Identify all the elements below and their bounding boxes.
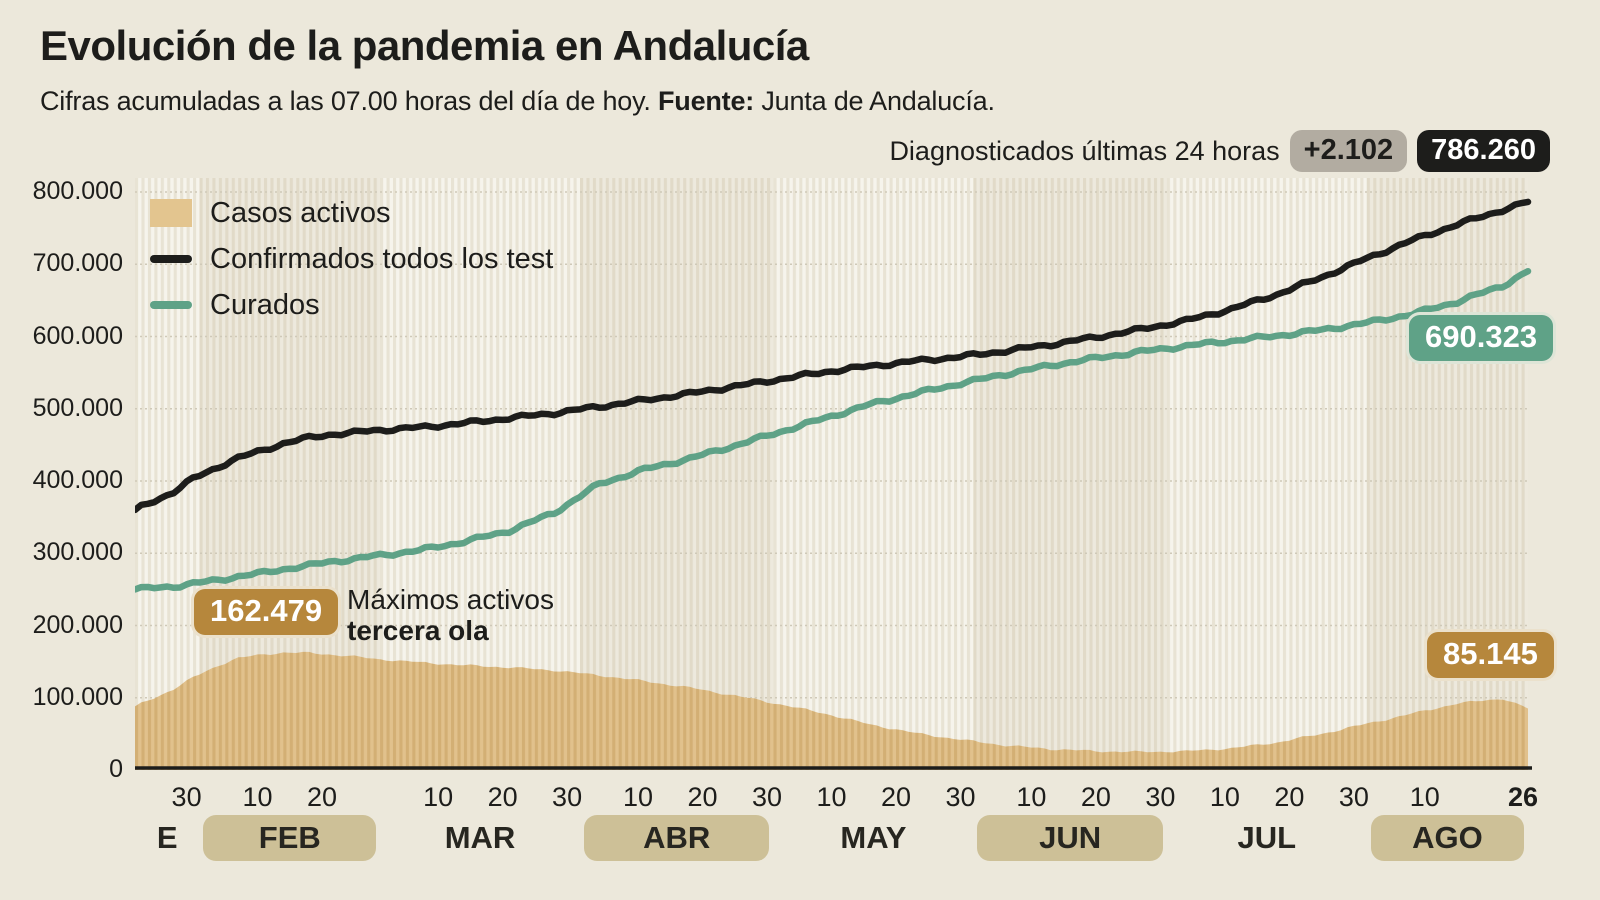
legend-label: Confirmados todos los test	[210, 242, 554, 275]
active-cases-area	[135, 651, 1528, 770]
x-tick-label: 30	[171, 782, 202, 812]
legend-label: Casos activos	[210, 196, 391, 229]
subtitle-source-label: Fuente:	[657, 86, 755, 116]
x-tick-label: 20	[1274, 782, 1305, 812]
month-label-jun: JUN	[977, 815, 1163, 861]
y-tick-label: 800.000	[32, 177, 123, 205]
active-cases-swatch-icon	[150, 199, 192, 227]
cured-line-swatch-icon	[150, 301, 192, 309]
x-tick-label: 20	[880, 782, 911, 812]
legend: Casos activos Confirmados todos los test…	[150, 190, 553, 328]
month-band	[973, 178, 1167, 770]
cured-line	[135, 267, 1532, 593]
x-tick-label: 10	[1209, 782, 1240, 812]
y-tick-label: 200.000	[32, 610, 123, 639]
x-tick-label: 20	[306, 782, 338, 812]
month-band	[1366, 178, 1528, 770]
subtitle-text: Cifras acumuladas a las 07.00 horas del …	[40, 86, 658, 116]
diagnosed-delta-badge: +2.102	[1289, 130, 1408, 172]
max-active-annotation: Máximos activos tercera ola	[347, 584, 554, 646]
x-tick-label: 20	[687, 782, 718, 812]
x-tick-label: 30	[1338, 782, 1369, 812]
month-band	[579, 178, 774, 770]
x-tick-label: 30	[552, 782, 583, 812]
page-title: Evolución de la pandemia en Andalucía	[40, 22, 809, 69]
month-label-jul: JUL	[1237, 820, 1297, 855]
x-tick-label: 10	[816, 782, 847, 812]
x-tick-label: 26	[1507, 782, 1539, 812]
y-tick-label: 0	[109, 755, 123, 783]
active-final-badge: 85.145	[1424, 629, 1557, 681]
y-tick-label: 500.000	[32, 393, 123, 422]
legend-item-active-cases: Casos activos	[150, 190, 553, 236]
y-tick-label: 400.000	[32, 466, 123, 494]
x-tick-label: 30	[751, 782, 783, 812]
x-tick-label: 30	[1145, 782, 1176, 812]
x-tick-label: 10	[242, 782, 273, 812]
subtitle-source: Junta de Andalucía.	[754, 86, 995, 116]
diagnosed-24h-row: Diagnosticados últimas 24 horas +2.102 7…	[889, 130, 1550, 172]
legend-item-confirmed: Confirmados todos los test	[150, 236, 553, 282]
max-active-badge: 162.479	[191, 586, 342, 638]
diagnosed-label: Diagnosticados últimas 24 horas	[889, 135, 1280, 166]
month-label-may: MAY	[840, 820, 907, 855]
month-label-abr: ABR	[583, 815, 770, 861]
x-tick-label: 10	[622, 782, 654, 812]
cured-final-badge: 690.323	[1406, 312, 1557, 364]
y-tick-label: 700.000	[32, 249, 123, 278]
confirmed-line	[135, 198, 1532, 514]
y-tick-label: 600.000	[32, 321, 123, 350]
subtitle: Cifras acumuladas a las 07.00 horas del …	[40, 86, 995, 117]
x-tick-label: 10	[423, 782, 454, 812]
y-tick-label: 100.000	[32, 682, 123, 711]
month-label-e: E	[156, 820, 178, 855]
month-label-feb: FEB	[203, 815, 377, 861]
x-tick-label: 10	[1016, 782, 1047, 812]
month-label-ago: AGO	[1370, 815, 1524, 861]
x-tick-label: 10	[1409, 782, 1440, 812]
y-tick-label: 300.000	[32, 538, 123, 567]
month-label-mar: MAR	[444, 820, 516, 855]
legend-label: Curados	[210, 288, 320, 321]
x-tick-label: 30	[945, 782, 976, 812]
legend-item-cured: Curados	[150, 282, 553, 328]
max-active-annotation-line2: tercera ola	[347, 615, 489, 646]
diagnosed-total-badge: 786.260	[1417, 130, 1550, 172]
max-active-annotation-line1: Máximos activos	[347, 584, 554, 615]
x-tick-label: 20	[487, 782, 518, 812]
x-tick-label: 20	[1080, 782, 1111, 812]
confirmed-line-swatch-icon	[150, 255, 192, 263]
